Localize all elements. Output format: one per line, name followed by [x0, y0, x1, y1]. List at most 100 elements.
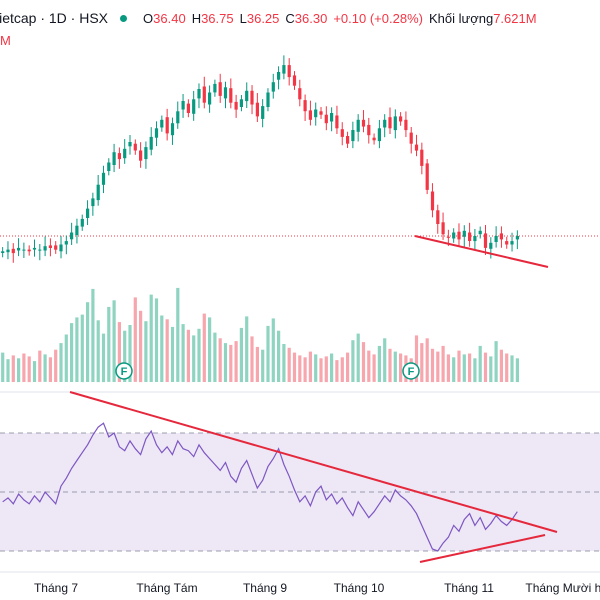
candle: [229, 78, 233, 109]
volume-bar: [430, 348, 435, 383]
candle: [234, 94, 238, 118]
time-axis-label: Tháng 9: [243, 581, 287, 595]
candle-body: [441, 222, 445, 235]
candle: [298, 79, 302, 107]
support-trendline: [414, 235, 549, 268]
time-axis-label: Tháng Tám: [136, 581, 197, 595]
volume-bar: [446, 354, 450, 382]
candle: [101, 165, 106, 194]
candle-body: [154, 128, 159, 138]
candle: [478, 226, 482, 239]
candle-body: [287, 65, 291, 78]
candle: [86, 200, 90, 226]
candle-body: [505, 241, 509, 245]
volume-bar: [356, 333, 360, 383]
candle: [117, 147, 121, 169]
candle: [6, 241, 10, 260]
candle-body: [245, 90, 249, 102]
candle-body: [123, 148, 127, 159]
volume-bar: [414, 335, 419, 382]
volume-bar: [494, 341, 498, 382]
candle-body: [133, 143, 137, 151]
volume-bar: [32, 361, 37, 382]
candle: [197, 83, 201, 109]
candle-body: [192, 99, 196, 114]
candle-body: [494, 236, 498, 242]
volume-bar: [383, 338, 387, 382]
candle-body: [255, 102, 259, 117]
time-axis: Tháng 7 Tháng Tám Tháng 9 Tháng 10 Tháng 11 T…: [34, 581, 600, 595]
volume-bar: [17, 358, 21, 383]
candle-body: [340, 129, 344, 137]
volume-bar: [377, 345, 381, 382]
candle: [303, 94, 307, 121]
candle-body: [197, 89, 201, 99]
volume-bar: [452, 357, 456, 382]
candle-body: [59, 244, 63, 252]
candle-body: [468, 232, 472, 241]
volume-bar: [91, 288, 95, 382]
candle-body: [117, 153, 121, 160]
candle: [38, 243, 42, 261]
volume-bar: [457, 350, 461, 382]
candle-body: [446, 236, 450, 238]
candle-body: [208, 92, 212, 105]
candle-body: [393, 116, 397, 131]
candle: [112, 143, 116, 173]
volume-bar: [239, 327, 243, 383]
volume-bar: [149, 294, 153, 382]
candle-body: [489, 242, 493, 249]
candle-body: [239, 99, 243, 107]
candle: [372, 133, 376, 145]
volume-bar: [261, 349, 265, 382]
candle-body: [319, 111, 323, 115]
candle: [457, 223, 461, 247]
candle: [319, 106, 323, 119]
chart-grid: [0, 391, 600, 573]
candle: [133, 139, 137, 155]
volume-bar: [6, 359, 10, 382]
volume-bar: [86, 302, 90, 382]
volume-bar: [298, 355, 302, 382]
candle: [367, 117, 371, 144]
candle: [499, 226, 503, 248]
candle-body: [377, 128, 381, 142]
volume-ma-partial-label: M: [0, 33, 11, 48]
candle-body: [473, 236, 477, 242]
volume-bar: [308, 351, 312, 382]
candle-body: [96, 184, 100, 201]
open-value: 36.40: [153, 10, 186, 26]
symbol-title[interactable]: Vietcap · 1D · HSX: [0, 10, 109, 26]
candle: [128, 134, 132, 155]
candle: [330, 107, 334, 132]
high-label: H: [191, 10, 202, 26]
candle: [11, 243, 15, 263]
rsi-support-trendline: [419, 534, 546, 563]
volume-bar: [181, 324, 185, 382]
time-axis-label: Tháng 7: [34, 581, 78, 595]
candle-body: [351, 130, 355, 142]
candle-body: [409, 132, 413, 144]
dividend-marker[interactable]: F: [402, 362, 420, 380]
candle-body: [499, 233, 503, 240]
candle: [361, 110, 366, 133]
time-axis-label: Tháng 10: [334, 581, 385, 595]
candle-body: [101, 172, 106, 185]
candle: [420, 142, 424, 175]
candle-body: [298, 88, 302, 100]
candle-body: [436, 210, 440, 224]
candle-body: [420, 149, 424, 166]
volume-bar: [59, 343, 63, 382]
dividend-marker[interactable]: F: [115, 362, 133, 380]
candle-body: [261, 106, 265, 119]
volume-bar: [133, 297, 137, 382]
price-pane: [0, 55, 600, 268]
volume-bar: [351, 340, 355, 382]
candle-body: [43, 246, 47, 251]
volume-bar: [96, 320, 100, 383]
volume-bar: [388, 348, 392, 383]
volume-bar: [330, 353, 334, 382]
close-label: C: [285, 10, 295, 26]
